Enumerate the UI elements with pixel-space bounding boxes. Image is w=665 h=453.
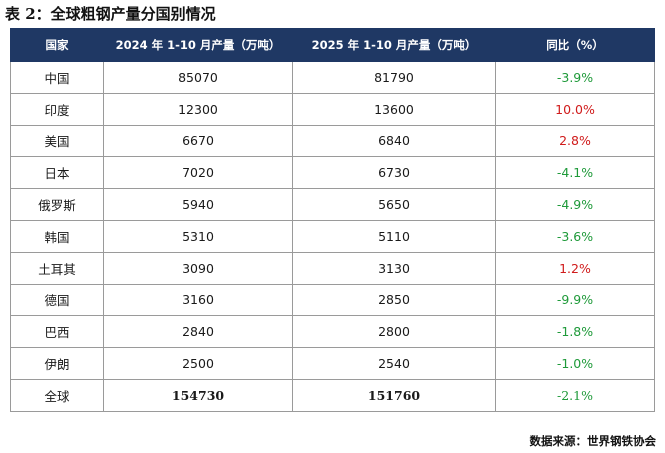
total-row: 全球 154730 151760 -2.1% [10, 378, 655, 412]
yoy-cell: -4.9% [495, 188, 655, 221]
table-row: 伊朗 2500 2540 -1.0% [10, 347, 655, 380]
value-2025-cell: 81790 [292, 61, 496, 94]
country-cell: 土耳其 [10, 251, 104, 285]
yoy-cell: -1.8% [495, 315, 655, 349]
value-2024-cell: 2840 [103, 315, 293, 349]
value-2024-cell: 85070 [103, 61, 293, 94]
value-2024-cell: 3090 [103, 251, 293, 285]
yoy-cell: -1.0% [495, 347, 655, 380]
yoy-cell: 1.2% [495, 251, 655, 285]
yoy-cell: -2.1% [495, 378, 655, 412]
value-2024-cell: 5310 [103, 219, 293, 253]
data-source-note: 数据来源：世界钢铁协会 [529, 434, 657, 448]
country-cell: 日本 [10, 156, 104, 190]
value-2025-cell: 5110 [292, 219, 496, 253]
yoy-cell: 2.8% [495, 124, 655, 158]
country-cell: 俄罗斯 [10, 188, 104, 221]
value-2025-cell: 13600 [292, 92, 496, 126]
value-2024-cell: 154730 [103, 378, 293, 412]
table-row: 德国 3160 2850 -9.9% [10, 283, 655, 317]
value-2024-cell: 3160 [103, 283, 293, 317]
country-cell: 巴西 [10, 315, 104, 349]
value-2024-cell: 2500 [103, 347, 293, 380]
table-row: 中国 85070 81790 -3.9% [10, 61, 655, 94]
value-2024-cell: 7020 [103, 156, 293, 190]
country-cell: 印度 [10, 92, 104, 126]
country-cell: 美国 [10, 124, 104, 158]
value-2025-cell: 151760 [292, 378, 496, 412]
table-row: 巴西 2840 2800 -1.8% [10, 315, 655, 349]
table-row: 美国 6670 6840 2.8% [10, 124, 655, 158]
header-yoy: 同比（%） [495, 28, 655, 62]
value-2025-cell: 3130 [292, 251, 496, 285]
table-row: 印度 12300 13600 10.0% [10, 92, 655, 126]
header-country: 国家 [10, 28, 104, 62]
value-2025-cell: 2800 [292, 315, 496, 349]
table-row: 俄罗斯 5940 5650 -4.9% [10, 188, 655, 221]
header-2024: 2024 年 1-10 月产量（万吨） [103, 28, 293, 62]
country-cell: 伊朗 [10, 347, 104, 380]
value-2025-cell: 2850 [292, 283, 496, 317]
yoy-cell: -3.6% [495, 219, 655, 253]
value-2025-cell: 6840 [292, 124, 496, 158]
steel-production-table: 国家 2024 年 1-10 月产量（万吨） 2025 年 1-10 月产量（万… [10, 28, 655, 412]
value-2025-cell: 5650 [292, 188, 496, 221]
header-2025: 2025 年 1-10 月产量（万吨） [292, 28, 496, 62]
table-row: 土耳其 3090 3130 1.2% [10, 251, 655, 285]
value-2024-cell: 6670 [103, 124, 293, 158]
country-cell: 韩国 [10, 219, 104, 253]
country-cell: 中国 [10, 61, 104, 94]
value-2024-cell: 5940 [103, 188, 293, 221]
header-row: 国家 2024 年 1-10 月产量（万吨） 2025 年 1-10 月产量（万… [10, 28, 655, 62]
value-2025-cell: 2540 [292, 347, 496, 380]
country-cell: 德国 [10, 283, 104, 317]
value-2024-cell: 12300 [103, 92, 293, 126]
yoy-cell: -4.1% [495, 156, 655, 190]
table-title: 表 2：全球粗钢产量分国别情况 [5, 5, 216, 23]
country-cell: 全球 [10, 378, 104, 412]
yoy-cell: -9.9% [495, 283, 655, 317]
yoy-cell: 10.0% [495, 92, 655, 126]
table-row: 日本 7020 6730 -4.1% [10, 156, 655, 190]
table-row: 韩国 5310 5110 -3.6% [10, 219, 655, 253]
yoy-cell: -3.9% [495, 61, 655, 94]
value-2025-cell: 6730 [292, 156, 496, 190]
